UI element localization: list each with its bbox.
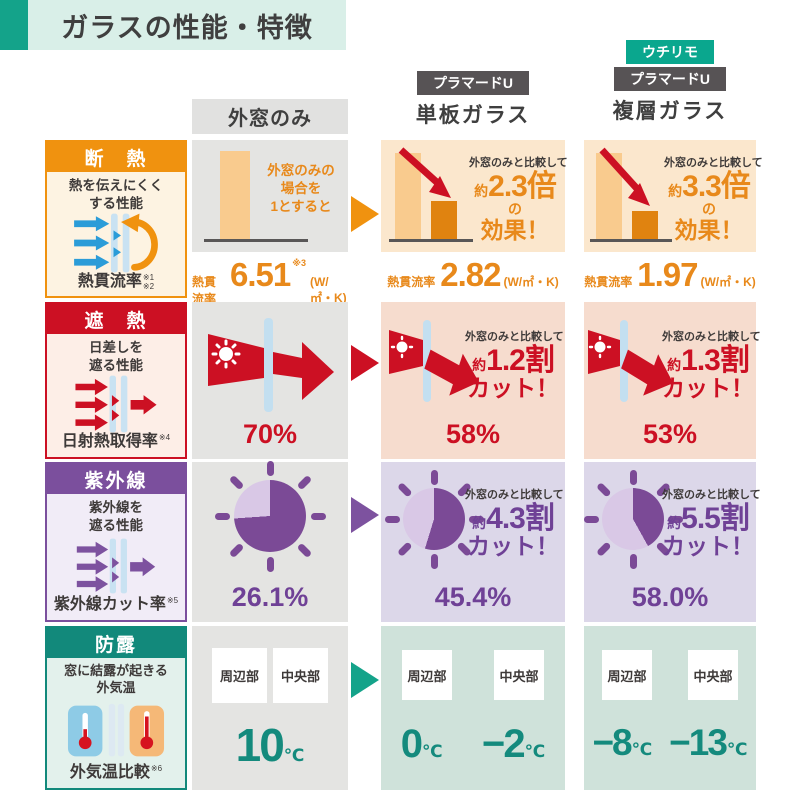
condensation-single-glass-cell: 周辺部 中央部 0 ℃ −2 ℃	[381, 626, 565, 790]
temp-labels: 周辺部 中央部	[584, 650, 756, 700]
uv-double-glass-cell: 外窓のみと比較して 約5.5割 カット！ 58.0%	[583, 462, 761, 622]
improved-bar	[431, 201, 457, 239]
plamade-u-badge-2: プラマードU	[613, 67, 727, 91]
condensation-outer-window-cell: 周辺部 中央部 10 ℃	[192, 626, 348, 790]
shading-double-glass-cell: 外窓のみと比較して 約1.3割 カット！ 53%	[584, 302, 761, 459]
chart-baseline	[204, 239, 308, 242]
shading-single-glass-cell: 外窓のみと比較して 約1.2割 カット！ 58%	[381, 302, 565, 459]
column-header-outer-window: 外窓のみ	[192, 99, 348, 134]
heat-insulation-arrows-icon	[74, 213, 158, 273]
column-header-double-glass: ウチリモ プラマードU 複層ガラス	[584, 40, 756, 125]
insulation-double-glass-chart: 外窓のみと比較して 約3.3倍の 効果！	[584, 140, 763, 252]
center-label: 中央部	[273, 648, 328, 703]
insulation-label-card: 断 熱 熱を伝えにくく する性能 熱貫流率 ※1 ※2	[45, 140, 187, 298]
uv-icon	[64, 534, 168, 597]
insulation-col2-effect: 外窓のみと比較して 約2.3倍の 効果！	[469, 157, 568, 243]
uv-col3-effect: 外窓のみと比較して 約5.5割 カット！	[662, 489, 761, 559]
column-header-single-glass: プラマードU 単板ガラス	[381, 71, 565, 129]
arrow-right-insulation	[351, 196, 379, 232]
shading-metric: 日射熱取得率 ※4	[61, 433, 171, 451]
thermometers-glass-icon	[67, 703, 165, 757]
condensation-card-title: 防露	[47, 628, 185, 658]
insulation-icon	[64, 212, 168, 274]
uv-card-title: 紫外線	[47, 464, 185, 494]
temp-labels: 周辺部 中央部	[192, 648, 348, 703]
decrease-arrow-icon	[599, 147, 650, 206]
shading-col2-effect: 外窓のみと比較して 約1.2割 カット！	[465, 331, 564, 401]
condensation-col2-peripheral-value: 0 ℃	[400, 722, 443, 766]
insulation-baseline-note: 外窓のみの 場合を 1とすると	[267, 163, 335, 215]
condensation-double-glass-cell: 周辺部 中央部 −8 ℃ −13 ℃	[584, 626, 756, 790]
insulation-col3-effect: 外窓のみと比較して 約3.3倍の 効果！	[664, 157, 763, 243]
page-title: ガラスの性能・特徴	[61, 12, 313, 43]
condensation-col1-value: 10 ℃	[235, 719, 305, 771]
condensation-icon	[61, 697, 171, 765]
uv-label-card: 紫外線 紫外線を 遮る性能 紫外線カット率 ※5	[45, 462, 187, 622]
shading-col1-value: 70%	[242, 419, 298, 449]
uv-col1-value: 26.1%	[231, 582, 309, 612]
peripheral-label: 周辺部	[212, 648, 267, 703]
condensation-metric: 外気温比較 ※6	[69, 764, 163, 781]
chart-baseline	[590, 239, 672, 242]
uv-card-desc: 紫外線を 遮る性能	[89, 500, 143, 533]
shading-col3-value: 53%	[642, 419, 698, 449]
sun-block-arrows-icon	[75, 375, 157, 433]
chart-baseline	[389, 239, 473, 242]
double-glass-label: 複層ガラス	[612, 100, 728, 123]
condensation-card-desc: 窓に結露が起きる 外気温	[64, 663, 168, 695]
arrow-right-shading	[351, 345, 379, 381]
uv-pie-sun-icon	[214, 460, 326, 572]
condensation-col2-center-value: −2 ℃	[482, 722, 546, 766]
insulation-col1-value: 熱貫流率 6.51 ※3 (W/㎡・K)	[192, 256, 347, 306]
shading-card-title: 遮 熱	[47, 304, 185, 334]
temp-labels: 周辺部 中央部	[381, 650, 565, 700]
temp-values: −8 ℃ −13 ℃	[584, 724, 756, 761]
insulation-col2-value: 熱貫流率 2.82 (W/㎡・K)	[387, 256, 559, 293]
uv-pie-sun-icon	[384, 469, 484, 569]
uv-col2-effect: 外窓のみと比較して 約4.3割 カット！	[465, 489, 564, 559]
shading-col2-value: 58%	[445, 419, 501, 449]
shading-card-desc: 日差しを 遮る性能	[89, 340, 143, 373]
uv-single-glass-cell: 外窓のみと比較して 約4.3割 カット！ 45.4%	[381, 462, 565, 622]
uchirimo-badge: ウチリモ	[626, 40, 714, 64]
insulation-metric-notes: ※1 ※2	[142, 273, 155, 291]
uv-col2-value: 45.4%	[434, 582, 512, 612]
decrease-arrow-icon	[398, 147, 451, 198]
shading-label-card: 遮 熱 日差しを 遮る性能 日射熱取得率 ※4	[45, 302, 187, 459]
insulation-single-glass-chart: 外窓のみと比較して 約2.3倍の 効果！	[381, 140, 568, 252]
center-label: 中央部	[688, 650, 738, 700]
arrow-right-uv	[351, 497, 379, 533]
uv-pie-sun-icon	[583, 469, 683, 569]
temp-values: 0 ℃ −2 ℃	[381, 724, 565, 764]
shading-icon	[64, 374, 168, 434]
uv-outer-window-cell: 26.1%	[192, 460, 348, 622]
improved-bar	[632, 211, 658, 239]
title-accent-block	[0, 0, 28, 50]
condensation-col3-center-value: −13 ℃	[669, 722, 748, 763]
peripheral-label: 周辺部	[402, 650, 452, 700]
uv-col3-value: 58.0%	[631, 582, 709, 612]
insulation-card-title: 断 熱	[47, 142, 185, 172]
sun-arrow-through-glass-icon	[588, 320, 674, 402]
condensation-label-card: 防露 窓に結露が起きる 外気温 外気温比較 ※6	[45, 626, 187, 790]
plamade-u-badge: プラマードU	[416, 71, 530, 95]
condensation-col3-peripheral-value: −8 ℃	[592, 722, 653, 763]
uv-block-arrows-icon	[76, 538, 156, 593]
single-glass-label: 単板ガラス	[415, 104, 531, 127]
baseline-bar	[220, 151, 250, 239]
insulation-card-desc: 熱を伝えにくく する性能	[68, 178, 164, 211]
shading-outer-window-cell: 70%	[192, 302, 348, 459]
insulation-col3-value: 熱貫流率 1.97 (W/㎡・K)	[584, 256, 756, 293]
arrow-right-condensation	[351, 662, 379, 698]
insulation-metric: 熱貫流率 ※1 ※2	[77, 273, 155, 291]
sun-arrow-through-glass-icon	[208, 318, 334, 412]
center-label: 中央部	[494, 650, 544, 700]
shading-col3-effect: 外窓のみと比較して 約1.3割 カット！	[662, 331, 761, 401]
peripheral-label: 周辺部	[602, 650, 652, 700]
sun-arrow-through-glass-icon	[389, 320, 479, 402]
insulation-outer-window-chart: 外窓のみの 場合を 1とすると	[192, 140, 348, 252]
title-bar: ガラスの性能・特徴	[28, 0, 346, 50]
uv-metric: 紫外線カット率 ※5	[53, 596, 179, 613]
